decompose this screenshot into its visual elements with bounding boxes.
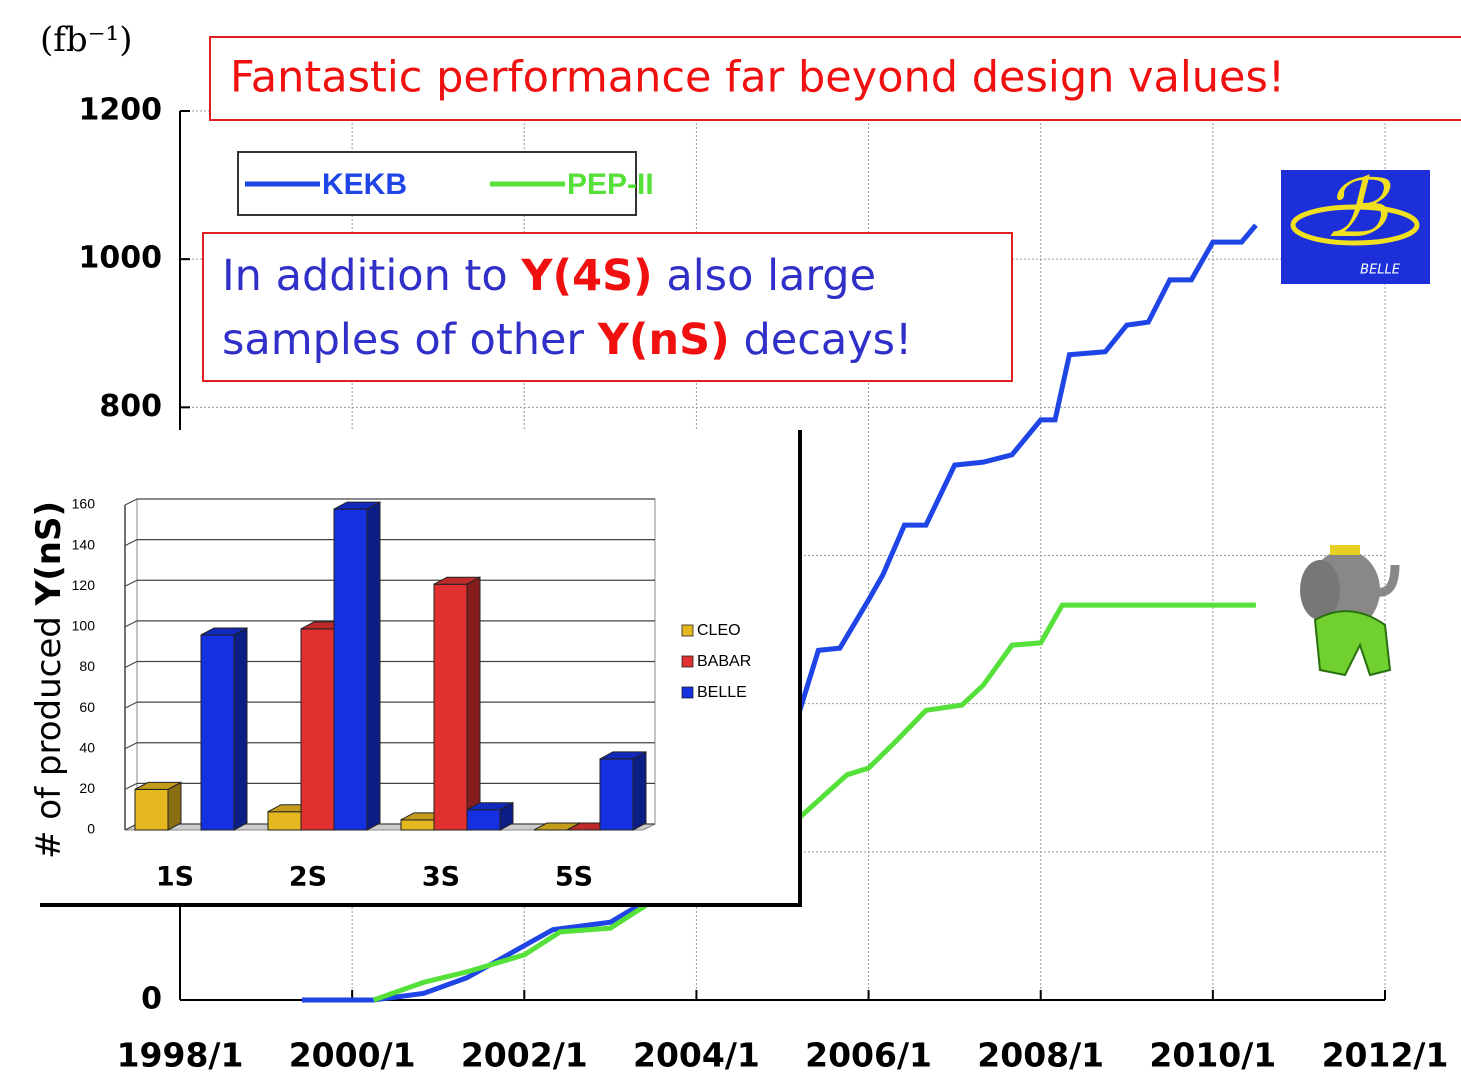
y-axis-label: # of produced Υ(nS) xyxy=(29,501,69,859)
y-axis-label-part: # of produced xyxy=(29,605,69,859)
y-tick-label: 1000 xyxy=(79,241,163,276)
bar-side xyxy=(233,627,248,831)
legend-label: KEKB xyxy=(322,168,407,201)
legend-swatch xyxy=(681,624,694,637)
elephant-ear xyxy=(1300,560,1340,620)
grid-line-side xyxy=(124,620,138,628)
x-tick-label: 3S xyxy=(422,862,460,893)
annotation-box xyxy=(209,36,1461,121)
y-tick-label: 1200 xyxy=(79,93,163,128)
bar-front xyxy=(134,788,169,831)
y-tick-label: 40 xyxy=(79,739,95,755)
x-tick-label: 1S xyxy=(156,862,194,893)
y-tick-label: 800 xyxy=(99,389,162,424)
bar-side xyxy=(632,751,647,831)
bar-top xyxy=(599,751,647,760)
legend-swatch xyxy=(681,686,694,699)
x-tick-label: 5S xyxy=(555,862,593,893)
y-tick-label: 100 xyxy=(72,618,96,634)
annotation-box xyxy=(202,232,1013,382)
elephant-trunk xyxy=(1368,564,1400,597)
legend-label: PEP-II xyxy=(567,168,654,201)
bar-front xyxy=(433,583,468,831)
x-tick-label: 1998/1 xyxy=(117,1036,244,1075)
belle-logo xyxy=(1281,170,1430,284)
bar-front xyxy=(400,819,435,831)
y-axis-label-part: Υ(nS) xyxy=(29,501,69,606)
bar-top xyxy=(200,627,248,636)
y-tick-label: 160 xyxy=(72,496,96,512)
grid-line-side xyxy=(124,498,138,506)
bar-front xyxy=(300,628,335,831)
grid-line-side xyxy=(124,701,138,709)
x-tick-label: 2008/1 xyxy=(977,1036,1104,1075)
y-tick-label: 120 xyxy=(72,577,96,593)
annotation-part: In addition to xyxy=(222,251,521,301)
y-tick-label: 20 xyxy=(79,780,95,796)
x-tick-label: 2000/1 xyxy=(289,1036,416,1075)
x-tick-label: 2002/1 xyxy=(461,1036,588,1075)
legend-label: BABAR xyxy=(697,653,751,670)
bar-front xyxy=(267,811,302,831)
elephant-body xyxy=(1313,610,1392,677)
annotations: Fantastic performance far beyond design … xyxy=(202,36,1461,382)
annotation-part: Υ(nS) xyxy=(597,315,730,365)
bar-front xyxy=(599,758,634,831)
bar-top xyxy=(333,501,381,510)
annotation: Fantastic performance far beyond design … xyxy=(230,53,1285,103)
bar-front xyxy=(333,508,368,831)
y-axis-label: (fb⁻¹) xyxy=(40,20,132,60)
legend-label: BELLE xyxy=(697,684,747,701)
bar-top xyxy=(433,576,481,585)
legend-swatch xyxy=(681,655,694,668)
annotation-part: also large xyxy=(653,251,876,301)
annotation: In addition to Υ(4S) also large xyxy=(222,251,876,301)
annotation-part: samples of other xyxy=(222,315,598,365)
y-tick-label: 140 xyxy=(72,536,96,552)
bar-side xyxy=(466,576,481,831)
belle-logo-label: BELLE xyxy=(1360,263,1401,278)
elephant-hat xyxy=(1330,545,1360,555)
belle-logo-ring xyxy=(1290,204,1420,246)
annotation-part: Υ(4S) xyxy=(520,251,652,301)
legend-box xyxy=(237,151,637,216)
y-tick-label: 60 xyxy=(79,699,95,715)
inset-frame xyxy=(40,430,802,907)
series-line xyxy=(301,223,1258,1003)
annotation: samples of other Υ(nS) decays! xyxy=(222,315,912,365)
grid-line-side xyxy=(124,782,138,790)
x-tick-label: 2S xyxy=(289,862,327,893)
inset-chart: 0 20 40 60 80 100 120 140 160 1S 2S 3S 5S CLEO BABAR BE… xyxy=(0,430,802,907)
y-tick-label: 0 xyxy=(141,982,162,1017)
grid-line-side xyxy=(124,660,138,669)
bar-front xyxy=(466,809,501,831)
bar-top xyxy=(466,802,514,811)
x-tick-label: 2012/1 xyxy=(1322,1036,1449,1075)
grid-line-side xyxy=(124,539,138,547)
bar-top xyxy=(134,781,182,790)
legend-label: CLEO xyxy=(697,622,741,639)
grid-line-side xyxy=(124,742,138,750)
y-tick-label: 0 xyxy=(87,821,95,837)
inset-panel xyxy=(0,430,800,905)
y-tick-label: 80 xyxy=(79,658,95,674)
bar-side xyxy=(366,501,381,831)
series-line xyxy=(372,602,1256,1003)
grid-line-side xyxy=(124,579,138,587)
x-tick-label: 2006/1 xyxy=(805,1036,932,1075)
x-tick-label: 2004/1 xyxy=(633,1036,760,1075)
bar-front xyxy=(200,634,235,831)
annotation-part: decays! xyxy=(730,315,913,365)
x-tick-label: 2010/1 xyxy=(1149,1036,1276,1075)
bar-side xyxy=(167,781,182,831)
